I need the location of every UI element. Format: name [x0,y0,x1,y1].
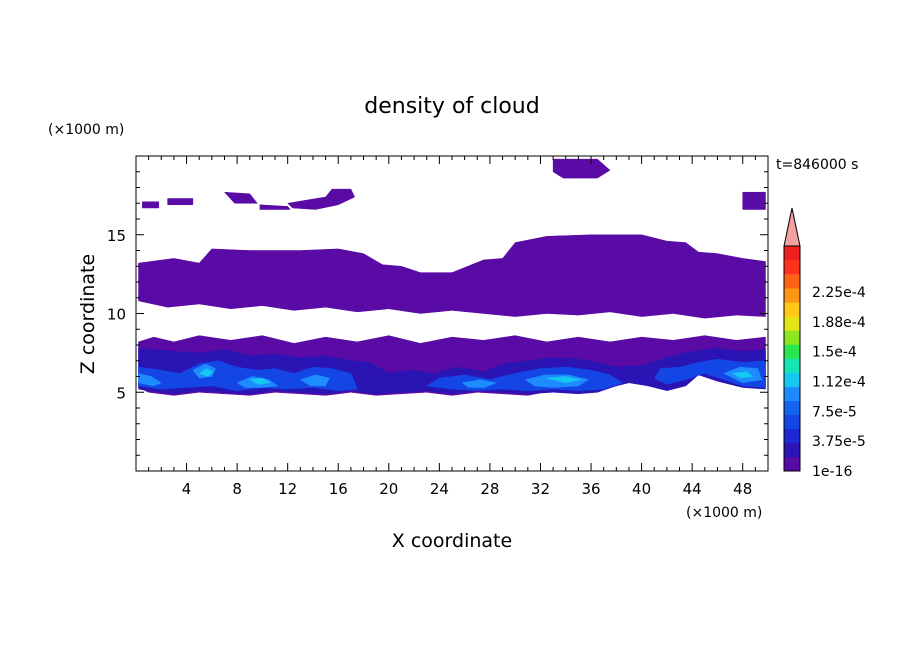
y-axis-title: Z coordinate [77,254,99,374]
contour-region-16 [731,371,754,379]
contour-region-6 [138,373,162,387]
colorbar-swatch-8 [784,344,800,359]
contour-region-14 [248,377,271,385]
colorbar-swatch-10 [784,316,800,331]
colorbar-swatch-4 [784,400,800,416]
contour-region-18 [167,198,194,206]
y-tick-label: 5 [116,384,126,402]
colorbar-swatch-0 [784,456,800,472]
x-tick-label: 40 [632,480,651,498]
contour-region-13 [198,368,214,377]
contour-region-15 [546,376,581,384]
contour-region-1 [138,234,766,319]
colorbar: 1e-16 3.75e-5 7.5e-5 1.12e-4 1.5e-4 1.88e-4 2.… [783,207,866,480]
contour-region-22 [552,158,611,179]
x-unit-label: (×1000 m) [686,505,762,521]
colorbar-label: 3.75e-5 [812,434,866,450]
colorbar-swatch-1 [784,442,800,458]
colorbar-swatch-15 [784,246,800,261]
contour-region-23 [742,191,766,210]
x-tick-label: 16 [329,480,348,498]
contour-region-19 [223,191,258,204]
x-tick-label: 28 [480,480,499,498]
colorbar-label: 7.5e-5 [812,404,857,420]
contour-region-9 [299,374,330,387]
x-tick-label: 32 [531,480,550,498]
colorbar-label: 1.88e-4 [812,315,866,331]
time-label: t=846000 s [776,157,858,173]
colorbar-swatch-2 [784,428,800,444]
contour-region-10 [461,379,498,388]
colorbar-swatch-6 [784,372,800,387]
x-axis-title: X coordinate [392,530,512,552]
colorbar-swatch-3 [784,414,800,430]
contour-region-17 [142,201,160,209]
contour-region-3 [138,360,358,391]
x-tick-label: 48 [733,480,752,498]
x-tick-label: 4 [182,480,192,498]
colorbar-label: 1.12e-4 [812,375,866,391]
colorbar-label: 1e-16 [812,464,852,480]
colorbar-label: 1.5e-4 [812,345,857,361]
x-tick-label: 20 [379,480,398,498]
colorbar-swatch-12 [784,288,800,303]
y-tick-label: 10 [107,306,126,324]
x-tick-label: 36 [581,480,600,498]
colorbar-swatch-5 [784,386,800,401]
x-tick-label: 44 [683,480,702,498]
colorbar-overflow-arrow [783,207,801,247]
colorbar-swatch-11 [784,302,800,317]
y-tick-label: 15 [107,227,126,245]
chart-title: density of cloud [364,94,539,119]
colorbar-swatch-9 [784,330,800,345]
x-tick-label: 12 [278,480,297,498]
contour-region-20 [259,204,291,210]
x-tick-label: 24 [430,480,449,498]
colorbar-label: 2.25e-4 [812,285,866,301]
colorbar-swatch-13 [784,274,800,289]
colorbar-swatch-7 [784,358,800,373]
colorbar-swatch-14 [784,260,800,275]
y-unit-label: (×1000 m) [48,122,124,138]
x-tick-label: 8 [232,480,242,498]
contour-region-21 [287,188,356,210]
